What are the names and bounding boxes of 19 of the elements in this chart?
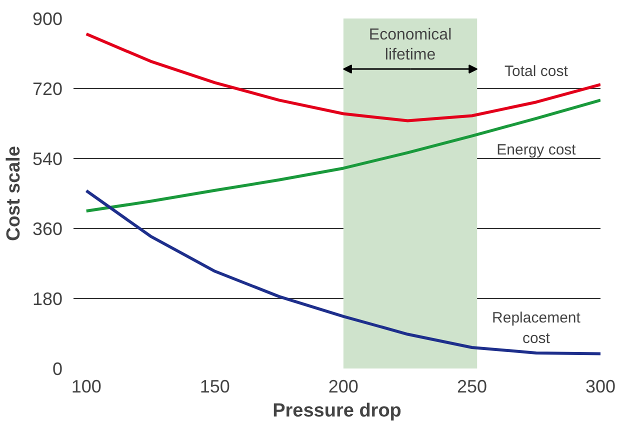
y-tick-label: 0 — [52, 359, 63, 379]
y-tick-label: 900 — [32, 9, 63, 29]
x-tick-label: 100 — [71, 376, 102, 396]
x-tick-label: 250 — [456, 376, 487, 396]
x-tick-label: 200 — [328, 376, 358, 396]
y-tick-label: 540 — [32, 149, 63, 169]
y-tick-label: 360 — [32, 219, 63, 239]
band-label: Economical lifetime — [368, 26, 452, 64]
x-tick-label: 300 — [585, 376, 616, 396]
line-series — [84, 189, 600, 356]
x-tick-label: 150 — [200, 376, 230, 396]
y-axis-title: Cost scale — [3, 146, 24, 242]
x-axis-title: Pressure drop — [272, 400, 402, 422]
series-label: Replacement cost — [492, 310, 582, 347]
series-label: Energy cost — [496, 141, 577, 158]
y-tick-label: 720 — [32, 79, 63, 99]
line-series — [84, 98, 600, 212]
y-tick-label: 180 — [32, 289, 63, 309]
series-label: Total cost — [504, 63, 569, 80]
